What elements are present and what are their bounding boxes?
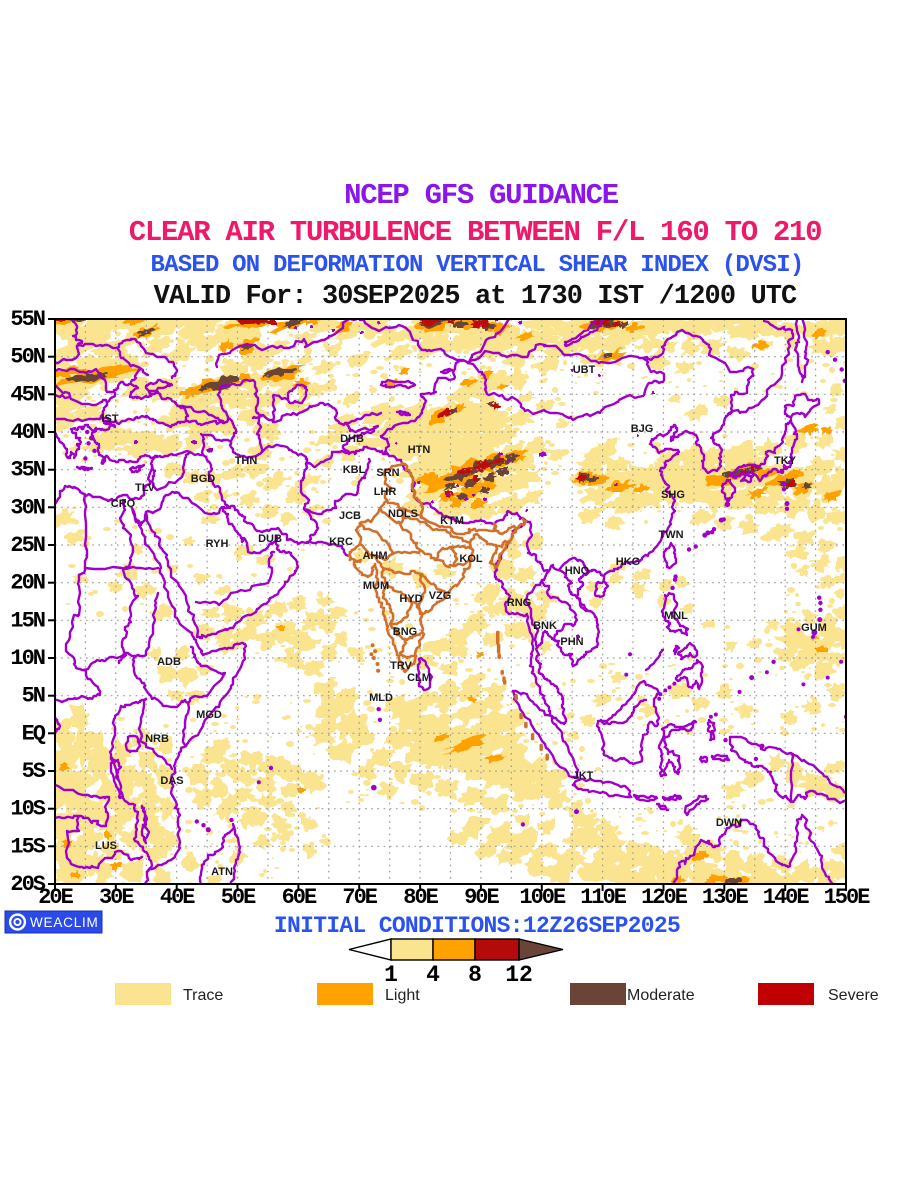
svg-text:90E: 90E [464, 885, 499, 910]
svg-text:UBT: UBT [573, 364, 596, 376]
svg-text:HYD: HYD [399, 593, 422, 605]
svg-text:NRB: NRB [145, 733, 169, 745]
svg-text:JKT: JKT [573, 770, 594, 782]
svg-text:PHN: PHN [560, 636, 583, 648]
svg-text:8: 8 [468, 962, 482, 988]
svg-text:NDLS: NDLS [388, 508, 418, 520]
svg-text:HTN: HTN [408, 444, 431, 456]
svg-text:EQ: EQ [22, 721, 46, 746]
svg-text:15N: 15N [10, 608, 44, 633]
svg-text:4: 4 [426, 962, 440, 988]
svg-text:KTM: KTM [440, 515, 464, 527]
svg-text:DAS: DAS [160, 775, 183, 787]
svg-text:JCB: JCB [339, 510, 361, 522]
svg-text:DWN: DWN [716, 817, 742, 829]
svg-text:RNG: RNG [507, 597, 531, 609]
svg-text:LHR: LHR [374, 486, 397, 498]
svg-text:45N: 45N [10, 382, 44, 407]
svg-text:ADB: ADB [157, 656, 181, 668]
svg-text:15S: 15S [10, 834, 45, 859]
svg-text:5N: 5N [22, 684, 45, 709]
svg-text:NCEP GFS GUIDANCE: NCEP GFS GUIDANCE [344, 179, 619, 212]
svg-text:Moderate: Moderate [627, 987, 695, 1004]
svg-text:HKG: HKG [616, 556, 640, 568]
svg-text:BNG: BNG [393, 626, 417, 638]
svg-text:IST: IST [101, 413, 118, 425]
svg-text:30N: 30N [10, 495, 44, 520]
svg-text:40N: 40N [10, 420, 44, 445]
svg-text:80E: 80E [403, 885, 438, 910]
svg-text:TRV: TRV [390, 660, 412, 672]
svg-text:Severe: Severe [828, 987, 879, 1004]
svg-text:5S: 5S [22, 759, 46, 784]
svg-text:DHB: DHB [340, 433, 364, 445]
svg-text:VZG: VZG [429, 590, 452, 602]
svg-text:SHG: SHG [661, 489, 685, 501]
svg-text:MNL: MNL [664, 610, 688, 622]
svg-text:THN: THN [235, 455, 258, 467]
svg-text:70E: 70E [342, 885, 377, 910]
svg-text:CLM: CLM [407, 672, 431, 684]
svg-text:SRN: SRN [376, 467, 399, 479]
svg-text:20E: 20E [38, 885, 73, 910]
svg-text:110E: 110E [580, 885, 627, 910]
svg-text:TWN: TWN [658, 529, 683, 541]
svg-text:BASED ON DEFORMATION VERTICAL: BASED ON DEFORMATION VERTICAL SHEAR INDE… [151, 252, 804, 279]
svg-text:GUM: GUM [801, 622, 827, 634]
svg-text:60E: 60E [282, 885, 317, 910]
svg-text:TKY: TKY [774, 455, 797, 467]
svg-text:100E: 100E [519, 885, 566, 910]
svg-text:CRO: CRO [111, 498, 136, 510]
svg-text:TLV: TLV [135, 482, 156, 494]
svg-text:AHM: AHM [362, 550, 387, 562]
svg-text:KOL: KOL [459, 553, 483, 565]
svg-text:LUS: LUS [95, 840, 117, 852]
svg-text:HNO: HNO [565, 565, 590, 577]
svg-text:20S: 20S [10, 872, 45, 897]
svg-text:35N: 35N [10, 458, 44, 483]
svg-text:55N: 55N [10, 307, 44, 332]
svg-text:10N: 10N [10, 646, 44, 671]
svg-text:140E: 140E [763, 885, 810, 910]
svg-text:KBL: KBL [343, 464, 366, 476]
svg-text:BJG: BJG [631, 423, 654, 435]
svg-text:20N: 20N [10, 571, 44, 596]
svg-text:VALID For: 30SEP2025 at 1730 I: VALID For: 30SEP2025 at 1730 IST /1200 U… [154, 282, 797, 312]
svg-text:30E: 30E [99, 885, 134, 910]
svg-text:MLD: MLD [369, 692, 393, 704]
svg-text:50E: 50E [221, 885, 256, 910]
svg-text:RYH: RYH [206, 538, 229, 550]
svg-text:Trace: Trace [183, 987, 223, 1004]
svg-text:DUB: DUB [258, 533, 282, 545]
svg-text:1: 1 [384, 962, 398, 988]
svg-text:150E: 150E [824, 885, 871, 910]
svg-text:Light: Light [385, 987, 420, 1004]
svg-text:10S: 10S [10, 797, 45, 822]
svg-text:INITIAL CONDITIONS:12Z26SEP202: INITIAL CONDITIONS:12Z26SEP2025 [274, 913, 680, 939]
svg-text:40E: 40E [160, 885, 195, 910]
svg-text:50N: 50N [10, 345, 44, 370]
svg-text:120E: 120E [641, 885, 688, 910]
svg-text:KRC: KRC [329, 536, 353, 548]
svg-text:ATN: ATN [211, 866, 233, 878]
svg-text:BGD: BGD [191, 473, 216, 485]
svg-text:MGD: MGD [196, 709, 222, 721]
svg-text:BNK: BNK [533, 620, 557, 632]
svg-text:12: 12 [505, 962, 533, 988]
svg-text:130E: 130E [702, 885, 749, 910]
svg-text:MUM: MUM [363, 580, 389, 592]
svg-text:CLEAR AIR TURBULENCE BETWEEN F: CLEAR AIR TURBULENCE BETWEEN F/L 160 TO … [129, 216, 821, 249]
svg-text:WEACLIM: WEACLIM [30, 915, 99, 930]
svg-text:25N: 25N [10, 533, 44, 558]
